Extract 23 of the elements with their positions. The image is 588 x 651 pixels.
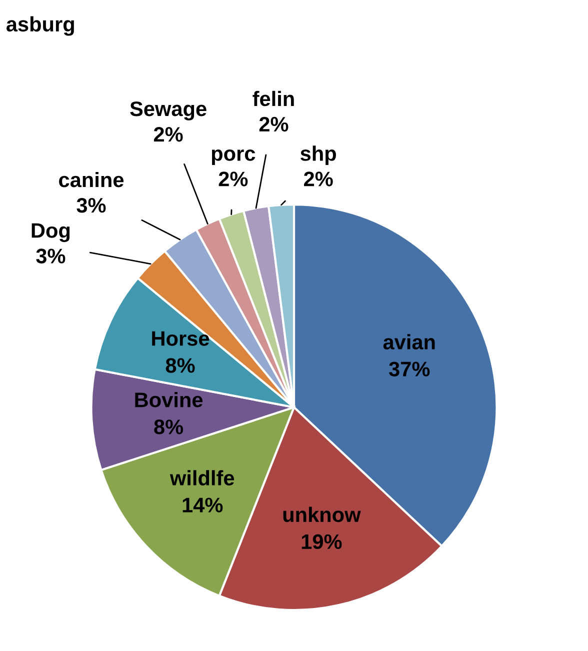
data-label: 2%: [304, 172, 333, 186]
slice-label: avian: [383, 334, 435, 350]
slice-label: canine: [59, 172, 124, 188]
data-label: 19%: [302, 534, 342, 550]
slice-label: wildlfe: [170, 470, 234, 486]
data-label: 3%: [36, 248, 66, 264]
slice-label: Dog: [32, 223, 70, 242]
slice-label: Bovine: [135, 392, 203, 408]
data-label: 2%: [154, 127, 183, 142]
data-label: 2%: [218, 172, 248, 186]
slice-label: Sewage: [130, 101, 206, 120]
data-label: 3%: [76, 198, 106, 213]
slice-label: Horse: [152, 331, 210, 346]
data-label: 37%: [389, 362, 430, 376]
slice-label: felin: [252, 90, 294, 106]
slice-label: shp: [300, 146, 336, 166]
slice-label: porc: [212, 149, 256, 166]
data-label: 2%: [259, 116, 288, 132]
slice-label: unknow: [283, 506, 361, 522]
data-label: 14%: [182, 498, 223, 512]
data-label: 8%: [166, 358, 195, 373]
data-label: 8%: [154, 420, 184, 434]
chart-title: asburg: [6, 16, 74, 36]
